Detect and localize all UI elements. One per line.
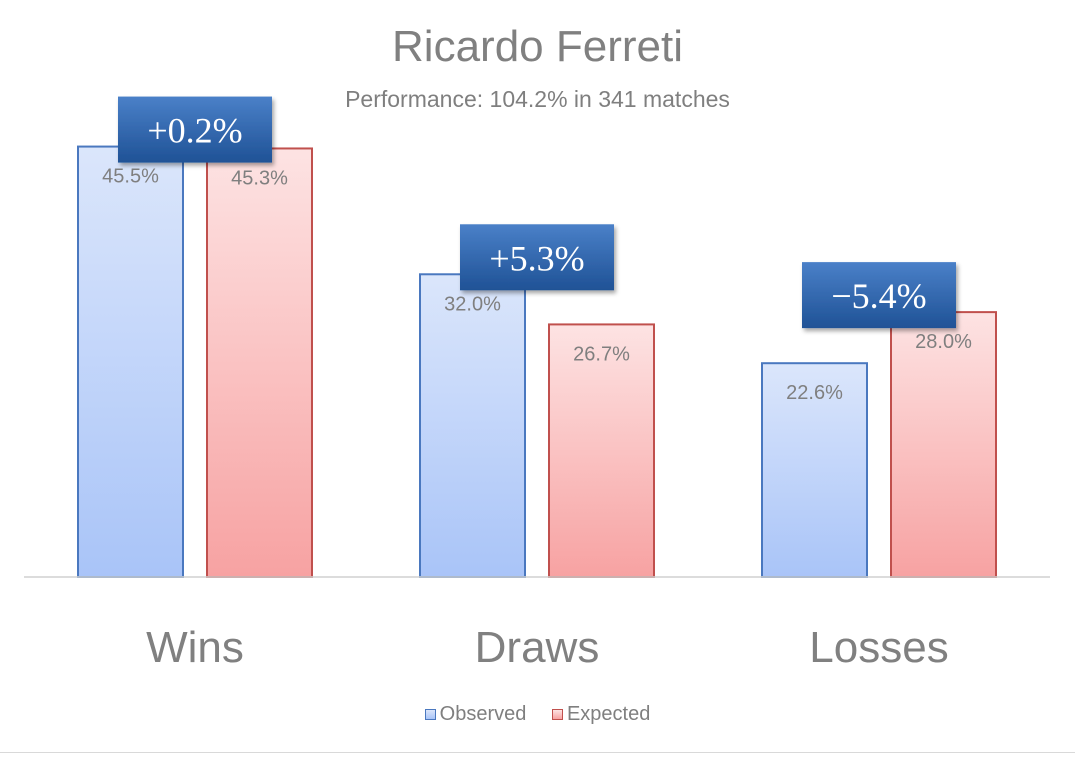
legend-label-observed: Observed: [439, 703, 527, 725]
legend-item-expected: Expected: [551, 703, 651, 726]
difference-badge-draws: +5.3%: [460, 224, 614, 291]
difference-badge-box-losses: [802, 262, 956, 329]
bar-expected-losses: [890, 311, 997, 578]
difference-label-losses: −5.4%: [831, 276, 926, 316]
data-label-expected-draws: 26.7%: [573, 343, 630, 365]
data-label-observed-losses: 22.6%: [786, 382, 843, 404]
difference-badge-box-draws: [460, 224, 614, 291]
bar-observed-wins: [77, 145, 184, 578]
bar-observed-losses: [761, 362, 868, 579]
data-label-observed-draws: 32.0%: [444, 293, 501, 315]
category-label-draws: Draws: [475, 623, 600, 672]
category-label-wins: Wins: [146, 623, 244, 672]
category-label-losses: Losses: [809, 623, 948, 672]
difference-badge-box-wins: [118, 96, 272, 163]
legend-swatch-expected: [551, 709, 563, 720]
difference-badge-wins: +0.2%: [118, 96, 272, 163]
legend-swatch-observed: [424, 709, 436, 720]
chart-title: Ricardo Ferreti: [392, 22, 683, 71]
data-label-expected-losses: 28.0%: [915, 331, 972, 353]
bar-observed-draws: [419, 273, 526, 578]
difference-badge-losses: −5.4%: [802, 262, 956, 329]
legend-item-observed: Observed: [424, 703, 527, 726]
bar-expected-wins: [206, 147, 313, 578]
data-label-observed-wins: 45.5%: [102, 166, 159, 188]
data-label-expected-wins: 45.3%: [231, 167, 288, 189]
bottom-divider: [0, 752, 1075, 753]
chart-subtitle: Performance: 104.2% in 341 matches: [345, 86, 730, 112]
difference-label-draws: +5.3%: [489, 238, 584, 278]
legend-label-expected: Expected: [566, 703, 651, 725]
legend: Observed Expected: [0, 703, 1075, 726]
difference-label-wins: +0.2%: [147, 111, 242, 151]
